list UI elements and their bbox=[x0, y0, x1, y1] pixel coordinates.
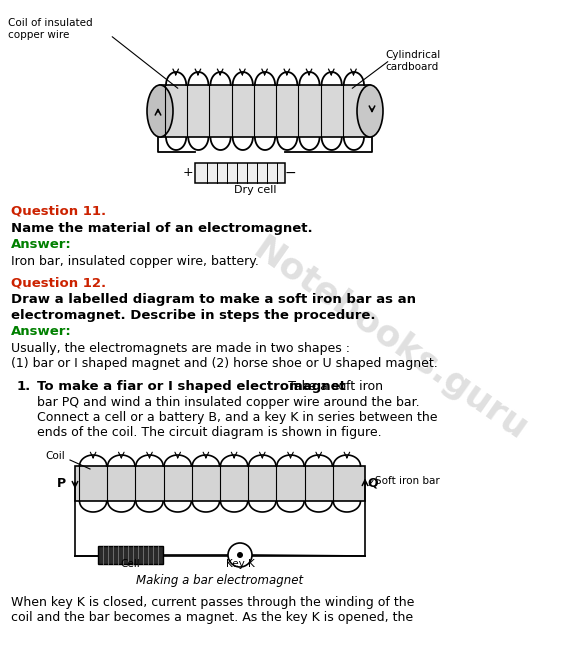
Text: ends of the coil. The circuit diagram is shown in figure.: ends of the coil. The circuit diagram is… bbox=[37, 426, 382, 439]
Text: Q: Q bbox=[368, 477, 378, 490]
Bar bbox=[195, 163, 285, 183]
Text: Question 11.: Question 11. bbox=[11, 205, 106, 218]
Text: Usually, the electromagnets are made in two shapes :: Usually, the electromagnets are made in … bbox=[11, 342, 350, 355]
Text: (1) bar or I shaped magnet and (2) horse shoe or U shaped magnet.: (1) bar or I shaped magnet and (2) horse… bbox=[11, 357, 438, 370]
Text: Key K: Key K bbox=[226, 559, 254, 569]
Text: coil and the bar becomes a magnet. As the key K is opened, the: coil and the bar becomes a magnet. As th… bbox=[11, 611, 413, 624]
Text: bar PQ and wind a thin insulated copper wire around the bar.: bar PQ and wind a thin insulated copper … bbox=[37, 396, 419, 409]
Text: : Take a soft iron: : Take a soft iron bbox=[280, 380, 383, 393]
Bar bbox=[98, 546, 163, 564]
Text: To make a fiar or I shaped electromagnet: To make a fiar or I shaped electromagnet bbox=[37, 380, 346, 393]
Text: Question 12.: Question 12. bbox=[11, 276, 106, 289]
Text: When key K is closed, current passes through the winding of the: When key K is closed, current passes thr… bbox=[11, 596, 414, 609]
Text: Answer:: Answer: bbox=[11, 325, 72, 338]
Text: Name the material of an electromagnet.: Name the material of an electromagnet. bbox=[11, 222, 313, 235]
Text: P: P bbox=[56, 477, 65, 490]
Ellipse shape bbox=[357, 85, 383, 137]
Text: Cell: Cell bbox=[120, 559, 140, 569]
Text: Making a bar electromagnet: Making a bar electromagnet bbox=[136, 574, 304, 587]
Text: Coil of insulated
copper wire: Coil of insulated copper wire bbox=[8, 18, 93, 40]
Ellipse shape bbox=[147, 85, 173, 137]
Text: Iron bar, insulated copper wire, battery.: Iron bar, insulated copper wire, battery… bbox=[11, 255, 259, 268]
Bar bbox=[160, 85, 370, 137]
Text: Connect a cell or a battery B, and a key K in series between the: Connect a cell or a battery B, and a key… bbox=[37, 411, 438, 424]
Text: electromagnet. Describe in steps the procedure.: electromagnet. Describe in steps the pro… bbox=[11, 309, 375, 322]
Text: Coil: Coil bbox=[45, 451, 65, 461]
Circle shape bbox=[237, 552, 243, 558]
Text: Cylindrical
cardboard: Cylindrical cardboard bbox=[385, 50, 440, 72]
Text: Notebooks.guru: Notebooks.guru bbox=[246, 232, 533, 448]
Text: Soft iron bar: Soft iron bar bbox=[375, 476, 439, 486]
Text: Draw a labelled diagram to make a soft iron bar as an: Draw a labelled diagram to make a soft i… bbox=[11, 293, 416, 306]
Text: Dry cell: Dry cell bbox=[234, 185, 276, 195]
Text: −: − bbox=[284, 166, 296, 180]
Text: Answer:: Answer: bbox=[11, 238, 72, 251]
Text: +: + bbox=[183, 167, 193, 180]
Bar bbox=[75, 466, 365, 501]
Circle shape bbox=[228, 543, 252, 567]
Text: 1.: 1. bbox=[17, 380, 32, 393]
